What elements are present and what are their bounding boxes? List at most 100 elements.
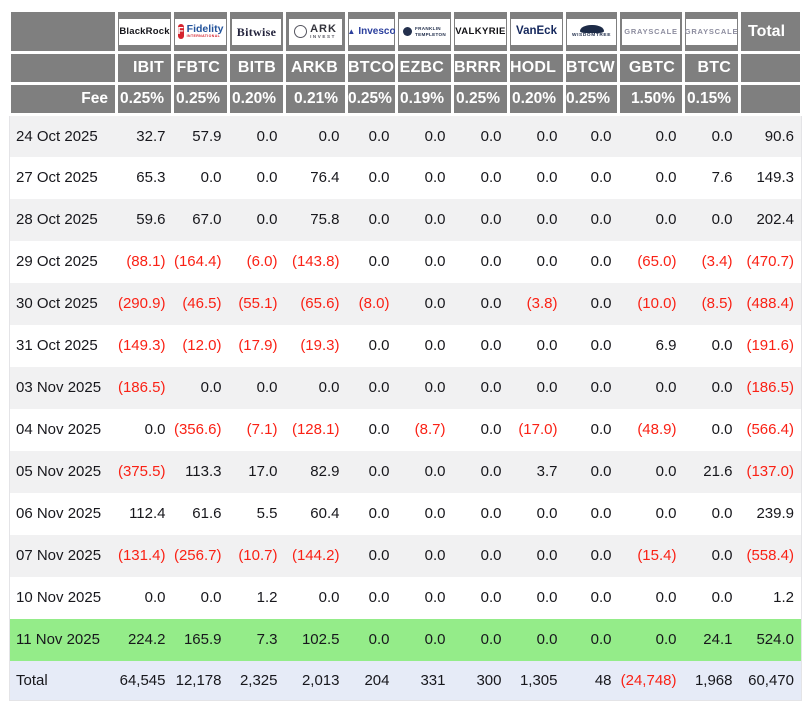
date-cell: 31 Oct 2025 (16, 337, 98, 354)
provider-logo-cell: Bitwise (227, 9, 286, 54)
value-cell: 0.0 (536, 505, 558, 522)
wisdomtree-logo: WISDOMTREE (567, 18, 616, 45)
date-cell: 29 Oct 2025 (16, 253, 98, 270)
value-cell: 0.0 (480, 505, 502, 522)
value-cell: 0.0 (711, 505, 733, 522)
ticker-cell: BITB (227, 51, 286, 85)
value-cell: 76.4 (310, 169, 340, 186)
value-cell: 0.0 (480, 253, 502, 270)
etf-flow-page: BlackRock F Fidelity INTERNATIONAL Bitwise AR… (8, 9, 803, 701)
grayscale-logo-name: GRAYSCALE (684, 26, 739, 36)
value-cell: 0.0 (590, 337, 612, 354)
row-total-cell: (558.4) (746, 547, 794, 564)
value-cell: 21.6 (703, 463, 733, 480)
ark-logo: ARK INVEST (289, 18, 342, 45)
fidelity-logo-name: Fidelity (186, 22, 224, 35)
ark-logo-text: ARK INVEST (310, 23, 337, 40)
value-cell: (12.0) (182, 337, 222, 354)
value-cell: (17.0) (518, 421, 558, 438)
value-cell: (8.0) (358, 295, 390, 312)
column-total-cell: 48 (594, 671, 612, 689)
flow-row: 03 Nov 2025 (186.5) 0.0 0.0 0.0 0.0 0.0 0.0 0.0 0… (9, 366, 802, 409)
value-cell: 0.0 (655, 505, 677, 522)
value-cell: 0.0 (590, 463, 612, 480)
fidelity-logo: F Fidelity INTERNATIONAL (175, 18, 226, 45)
vaneck-logo-name: VanEck (516, 24, 557, 37)
franklin-logo-sub: TEMPLETON (415, 31, 446, 37)
value-cell: 59.6 (136, 211, 166, 228)
value-cell: 102.5 (301, 631, 340, 648)
column-total-cell: 2,013 (301, 671, 340, 689)
value-cell: (15.4) (637, 547, 677, 564)
value-cell: 65.3 (136, 169, 166, 186)
value-cell: 0.0 (590, 211, 612, 228)
value-cell: 0.0 (590, 169, 612, 186)
value-cell: (131.4) (117, 547, 166, 564)
value-cell: 0.0 (424, 505, 446, 522)
value-cell: 0.0 (480, 421, 502, 438)
flow-row: 10 Nov 2025 0.0 0.0 1.2 0.0 0.0 0.0 0.0 0.0 0.0 0.… (10, 577, 802, 619)
fee-cell: 1.50% (617, 82, 685, 116)
ticker-row: IBIT FBTC BITB ARKB BTCO EZBC BRRR HODL BTCW GBTC… (8, 51, 803, 85)
value-cell: (143.8) (291, 253, 340, 270)
fee-cell: 0.25% (171, 82, 230, 116)
value-cell: 165.9 (183, 631, 222, 648)
ticker-cell: FBTC (171, 51, 230, 85)
value-cell: 224.2 (127, 631, 166, 648)
value-cell: 112.4 (129, 505, 166, 522)
value-cell: (149.3) (117, 337, 166, 354)
corner-cell (8, 9, 118, 54)
invesco-logo: ▲ Invesco (349, 18, 394, 45)
ticker-cell: BRRR (451, 51, 510, 85)
wisdomtree-logo-mark (579, 24, 604, 33)
ticker-cell: BTC (682, 51, 741, 85)
provider-logo-cell: VanEck (507, 9, 566, 54)
value-cell: 0.0 (424, 589, 446, 606)
value-cell: 0.0 (256, 379, 278, 396)
value-cell: 0.0 (256, 127, 278, 145)
flow-row: 24 Oct 2025 32.7 57.9 0.0 0.0 0.0 0.0 0.0 0.0 0.0… (9, 114, 802, 157)
value-cell: 0.0 (480, 211, 502, 228)
fee-cell: 0.15% (682, 82, 741, 116)
value-cell: (55.1) (238, 295, 278, 312)
value-cell: 0.0 (368, 589, 390, 606)
value-cell: 0.0 (655, 463, 677, 480)
value-cell: 0.0 (590, 547, 612, 564)
blackrock-logo-name: BlackRock (119, 25, 170, 37)
value-cell: 0.0 (368, 505, 390, 522)
value-cell: 0.0 (368, 169, 390, 186)
grayscale-logo: GRAYSCALE (684, 18, 739, 45)
value-cell: 0.0 (536, 337, 558, 354)
value-cell: 0.0 (711, 421, 733, 438)
value-cell: (48.9) (637, 421, 677, 438)
date-cell: 07 Nov 2025 (16, 547, 102, 564)
flow-row: 04 Nov 2025 0.0 (356.6) (7.1) (128.1) 0.0 (8.7… (10, 409, 802, 451)
ticker-row-total-cell (738, 51, 803, 85)
value-cell: 0.0 (200, 379, 222, 396)
value-cell: 0.0 (590, 253, 612, 270)
grayscale-logo: GRAYSCALE (621, 18, 681, 45)
value-cell: 0.0 (590, 505, 612, 522)
value-cell: 0.0 (480, 631, 502, 648)
table-header: BlackRock F Fidelity INTERNATIONAL Bitwise AR… (8, 9, 803, 116)
value-cell: 5.5 (256, 505, 278, 522)
value-cell: 0.0 (368, 379, 390, 396)
row-total-cell: 90.6 (764, 127, 794, 145)
ticker-row-lead-cell (8, 51, 118, 85)
value-cell: 0.0 (318, 379, 340, 396)
value-cell: 3.7 (536, 463, 558, 480)
fidelity-logo-sub: INTERNATIONAL (186, 34, 221, 39)
ark-logo-sub: INVEST (310, 34, 336, 40)
vaneck-logo: VanEck (511, 18, 562, 45)
value-cell: 0.0 (536, 211, 558, 228)
fee-row-total-cell (738, 82, 803, 116)
wisdomtree-logo-name: WISDOMTREE (571, 32, 612, 38)
value-cell: 0.0 (655, 211, 677, 228)
value-cell: 0.0 (655, 127, 677, 145)
fee-row-label: Fee (8, 82, 118, 116)
value-cell: 7.3 (256, 631, 278, 648)
column-total-cell: 64,545 (119, 671, 166, 689)
value-cell: 0.0 (536, 379, 558, 396)
ticker-cell: EZBC (395, 51, 454, 85)
date-cell: 04 Nov 2025 (16, 421, 102, 438)
